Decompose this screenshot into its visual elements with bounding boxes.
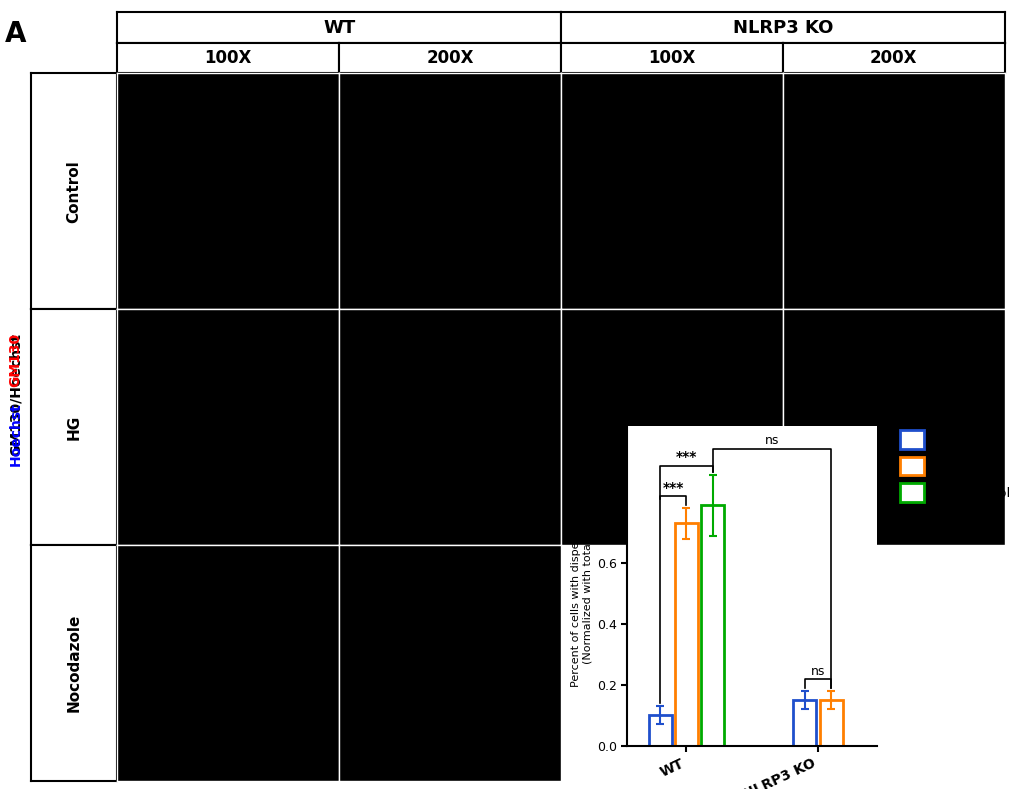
Text: ***: *** [662,481,684,495]
Text: ***: *** [676,450,697,464]
Text: A: A [5,20,26,47]
Text: WT: WT [323,19,355,36]
Text: 100X: 100X [205,50,252,67]
Text: Hoechst: Hoechst [8,402,22,466]
Text: 200X: 200X [869,50,917,67]
Text: ns: ns [764,435,779,447]
Text: NLRP3 KO: NLRP3 KO [732,19,833,36]
Bar [648,715,672,746]
Bar [700,505,723,746]
Bar [675,523,697,746]
Text: Control: Control [66,160,82,222]
Text: GM130: GM130 [8,332,22,387]
Text: 100X: 100X [648,50,695,67]
Y-axis label: Percent of cells with dispersed Golgi
(Normalized with total cells): Percent of cells with dispersed Golgi (N… [571,484,592,687]
Bar [819,700,842,746]
Text: HG: HG [66,414,82,440]
Text: Nocodazole: Nocodazole [66,614,82,712]
Text: 200X: 200X [426,50,474,67]
Legend: Control, HG, Nocodazcol: Control, HG, Nocodazcol [896,426,1014,506]
Text: GM130/Hoechst: GM130/Hoechst [8,333,22,456]
Bar [793,700,815,746]
Text: B: B [532,401,553,428]
Text: ns: ns [810,665,824,678]
